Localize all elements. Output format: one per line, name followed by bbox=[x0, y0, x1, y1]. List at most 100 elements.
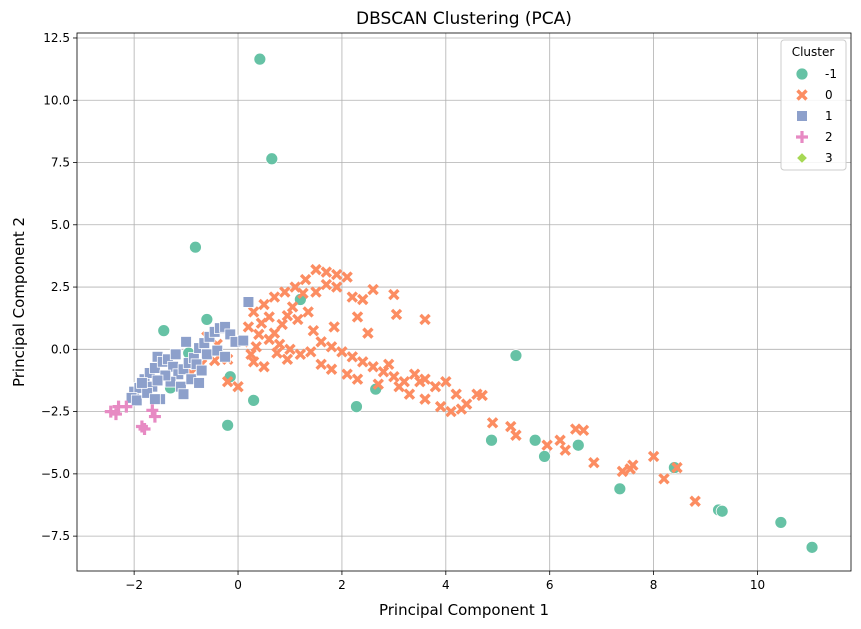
legend-label: 2 bbox=[825, 130, 833, 144]
data-point bbox=[325, 363, 338, 375]
data-point bbox=[346, 291, 359, 303]
data-point bbox=[299, 273, 312, 286]
data-point bbox=[286, 301, 299, 313]
data-point bbox=[388, 371, 400, 383]
data-point bbox=[320, 266, 333, 278]
data-point bbox=[250, 341, 262, 353]
data-point bbox=[120, 400, 133, 413]
legend-title: Cluster bbox=[792, 45, 835, 59]
data-point bbox=[577, 424, 590, 436]
data-point bbox=[219, 350, 231, 363]
data-point bbox=[221, 376, 234, 388]
data-point bbox=[284, 343, 296, 356]
data-point bbox=[538, 450, 551, 463]
data-point bbox=[362, 327, 374, 339]
data-point bbox=[258, 361, 270, 373]
data-points bbox=[104, 52, 819, 554]
legend: Cluster -1 0 1 2 3 bbox=[780, 39, 847, 171]
data-point bbox=[367, 283, 379, 296]
data-point bbox=[336, 346, 348, 358]
data-point bbox=[414, 376, 426, 388]
data-point bbox=[541, 439, 553, 451]
data-point bbox=[151, 374, 164, 387]
data-point bbox=[169, 348, 182, 361]
data-point bbox=[390, 308, 403, 321]
data-point bbox=[247, 393, 261, 407]
legend-marker bbox=[796, 152, 808, 164]
data-point bbox=[138, 423, 151, 436]
data-point bbox=[774, 516, 788, 529]
data-point bbox=[201, 348, 213, 361]
data-point bbox=[403, 388, 416, 400]
data-point bbox=[554, 434, 566, 446]
data-point bbox=[310, 286, 322, 298]
data-point bbox=[297, 287, 309, 299]
data-point bbox=[310, 263, 322, 276]
x-axis-label: Principal Component 1 bbox=[379, 601, 549, 619]
data-point bbox=[357, 356, 369, 368]
x-tick-label: 10 bbox=[750, 578, 765, 592]
data-point bbox=[613, 482, 627, 496]
data-point bbox=[455, 403, 468, 415]
data-point bbox=[149, 362, 161, 374]
data-point bbox=[221, 418, 235, 432]
data-point bbox=[180, 336, 192, 348]
legend-label: -1 bbox=[825, 67, 837, 81]
legend-box bbox=[780, 39, 847, 171]
data-point bbox=[325, 341, 338, 353]
data-point bbox=[200, 313, 214, 326]
legend-label: 0 bbox=[825, 88, 833, 102]
y-tick-label: 2.5 bbox=[51, 280, 70, 294]
data-point bbox=[393, 380, 405, 393]
data-point bbox=[253, 328, 265, 341]
data-point bbox=[146, 404, 159, 417]
data-point bbox=[351, 373, 364, 385]
data-point bbox=[627, 459, 639, 471]
y-tick-label: 5.0 bbox=[51, 218, 70, 232]
data-point bbox=[136, 377, 148, 389]
y-tick-label: −7.5 bbox=[41, 529, 70, 543]
data-point bbox=[320, 278, 333, 291]
y-tick-label: 12.5 bbox=[43, 31, 70, 45]
data-point bbox=[149, 393, 161, 405]
data-point bbox=[157, 324, 171, 338]
data-point bbox=[258, 298, 270, 311]
data-point bbox=[357, 293, 369, 306]
data-point bbox=[434, 400, 447, 413]
data-point bbox=[616, 465, 629, 478]
legend-marker bbox=[796, 131, 808, 143]
data-point bbox=[195, 364, 208, 377]
data-point bbox=[528, 433, 542, 447]
x-tick-label: 6 bbox=[546, 578, 554, 592]
chart-title: DBSCAN Clustering (PCA) bbox=[356, 9, 572, 29]
y-tick-label: 10.0 bbox=[43, 93, 70, 107]
data-point bbox=[440, 376, 452, 388]
y-tick-label: −5.0 bbox=[41, 467, 70, 481]
x-tick-label: 4 bbox=[442, 578, 450, 592]
data-point bbox=[486, 417, 499, 429]
legend-label: 1 bbox=[825, 109, 833, 123]
data-point bbox=[667, 461, 681, 475]
data-point bbox=[294, 348, 307, 361]
data-point bbox=[271, 347, 283, 359]
data-point bbox=[315, 336, 327, 348]
data-point bbox=[647, 450, 660, 463]
data-point bbox=[805, 540, 819, 554]
data-point bbox=[367, 361, 379, 373]
x-tick-label: 0 bbox=[234, 578, 242, 592]
data-point bbox=[445, 405, 457, 418]
data-point bbox=[276, 318, 288, 331]
legend-label: 3 bbox=[825, 151, 833, 165]
data-point bbox=[268, 291, 281, 303]
data-point bbox=[247, 356, 260, 368]
legend-marker bbox=[796, 89, 808, 101]
data-point bbox=[346, 351, 359, 363]
data-point bbox=[485, 433, 498, 447]
data-point bbox=[315, 358, 327, 370]
data-point bbox=[232, 380, 244, 393]
data-point bbox=[281, 309, 294, 322]
data-point bbox=[307, 324, 320, 337]
data-point bbox=[148, 410, 161, 423]
data-point bbox=[305, 346, 317, 358]
